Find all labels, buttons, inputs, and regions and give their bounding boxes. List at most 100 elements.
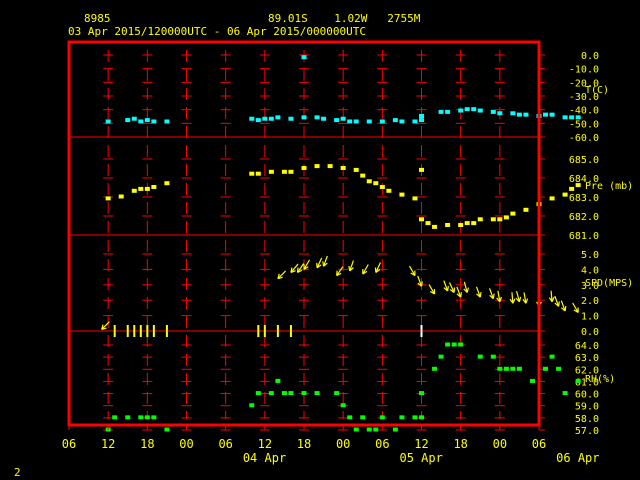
wind-arrow [296,263,305,274]
wind-arrow-head [277,273,280,279]
pressure-point [151,185,157,189]
wind-arrow-shaft [290,263,299,273]
temperature-point [464,107,470,112]
pressure-point [105,196,111,201]
wind-arrow [522,292,529,304]
wind-arrow-shaft [443,280,449,292]
pressure-axis-label: Pre (mb) [585,181,633,192]
x-tick-label: 12 [101,437,115,451]
pressure-point [379,185,385,189]
wind-arrow-shaft [277,270,287,280]
pressure-point [569,186,575,191]
humidity-point [392,427,398,432]
wind-arrow [101,321,110,331]
wind-arrow [277,270,287,280]
temperature-point [340,116,346,121]
temperature-point [523,112,529,117]
wind-arrow-head [463,288,468,293]
pressure-point [386,188,392,193]
wind-arrow-head [496,297,501,303]
pressure-point [523,207,529,212]
wind-arrow [554,295,560,307]
x-tick-label: 06 [532,437,546,451]
station-id: 8985 [84,12,111,25]
station-location: 89.01S 1.02W 2755M [268,12,421,25]
temperature-point [275,115,281,120]
humidity-point [419,415,424,420]
humidity-point [477,354,483,359]
temperature-axis-label: T(C) [585,85,609,96]
humidity-tick-label: 64.0 [575,341,599,352]
wind-arrow-head [297,269,303,274]
humidity-point [556,366,562,371]
wind-arrow [463,281,469,293]
wind-arrow-shaft [408,265,416,276]
x-tick-label: 18 [140,437,154,451]
wind-arrow [475,286,482,298]
humidity-point [281,391,287,396]
humidity-point [288,391,294,396]
wind-arrow-shaft [336,266,344,276]
humidity-tick-label: 63.0 [575,353,599,364]
temperature-point [412,119,418,124]
humidity-point [125,415,131,420]
temperature-point [379,119,385,124]
wind-arrow-head [296,267,299,273]
pressure-point [549,196,555,201]
wind-arrow [428,284,436,295]
frame [67,40,541,427]
humidity-tick-label: 62.0 [575,365,599,376]
wind-arrow-head [560,307,566,312]
temperature-point [288,116,294,121]
humidity-point [373,427,379,432]
wind-tick-label: 2.0 [581,296,599,307]
x-tick-label: 00 [179,437,193,451]
wind-arrow [548,290,555,303]
wind-arrow-head [479,292,482,298]
pressure-tick-label: 685.0 [569,155,599,166]
temperature-point [419,114,424,118]
wind-arrow-head [492,293,495,299]
x-tick-label: 18 [297,437,311,451]
temperature-point [125,118,131,123]
wind-arrow-head [509,298,514,304]
wind-arrow-head [557,301,560,307]
temperature-tick-label: -60.0 [569,133,599,144]
temperature-point [445,109,451,114]
wind-arrow-shaft [101,321,110,330]
wind-arrow-shaft [296,263,305,273]
wind-arrow-shaft [523,292,527,304]
wind-arrow-head [375,269,381,273]
temperature-point [262,116,268,121]
wind-arrow-head [429,290,435,295]
wind-arrow-shaft [572,302,579,313]
temperature-tick-label: -30.0 [569,92,599,103]
humidity-point [451,342,457,347]
wind-arrow-head [564,305,567,312]
wind-arrow-shaft [428,284,436,295]
temperature-point [438,109,444,114]
pressure-point [249,171,255,176]
wind-arrow-shaft [554,295,560,307]
temperature-point [347,119,353,124]
humidity-point [334,391,340,396]
wind-arrow-shaft [463,281,468,293]
humidity-point [529,378,535,383]
wind-arrow-head [101,327,107,331]
temperature-point [144,118,150,123]
temperature-point [366,119,372,124]
humidity-point [490,354,496,359]
temperature-point [497,111,503,116]
pressure-point [314,164,320,169]
x-tick-label: 06 [218,437,232,451]
wind-arrow-head [316,264,322,269]
x-tick-label: 06 [375,437,389,451]
wind-arrow [456,286,463,298]
wind-arrow [362,264,369,275]
wind-arrow-shaft [511,292,514,304]
pressure-point [490,217,496,222]
humidity-tick-label: 61.0 [575,377,599,388]
humidity-point [562,391,568,396]
wind-tick-label: 1.0 [581,312,599,323]
humidity-point [503,366,509,371]
